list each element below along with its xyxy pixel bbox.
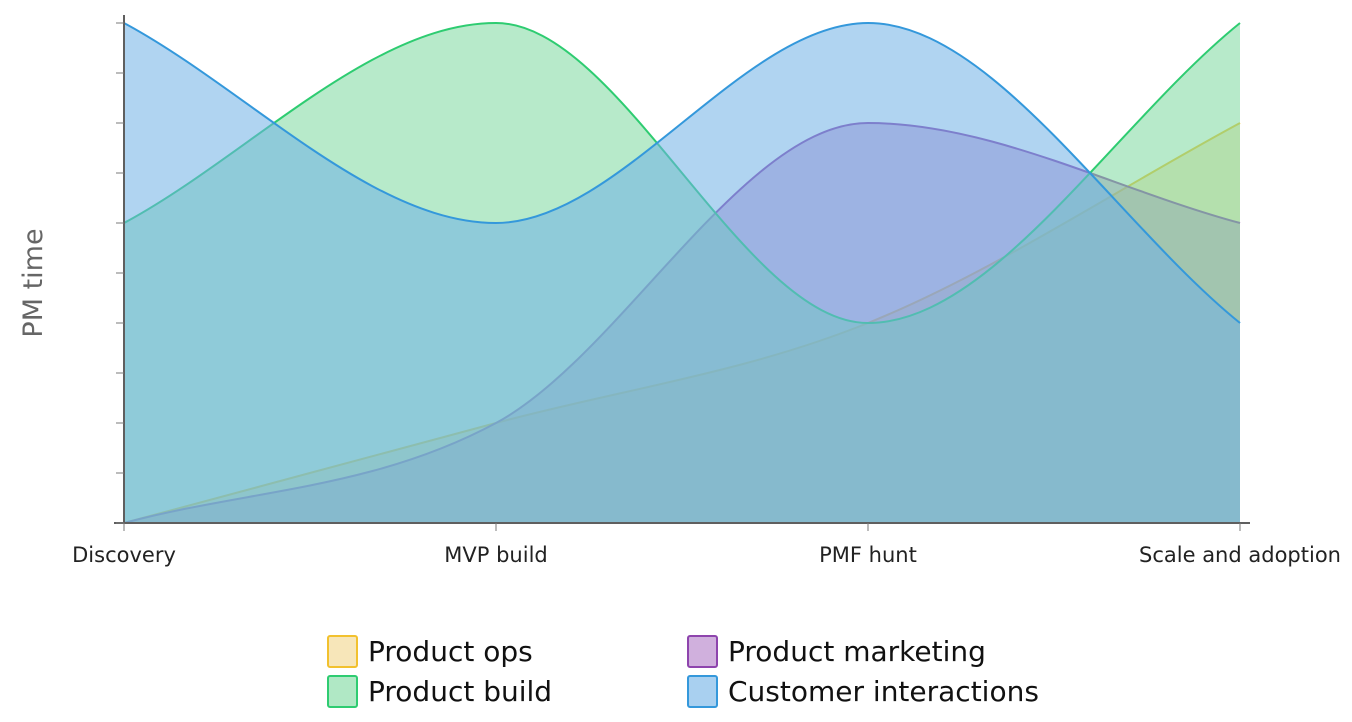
labels-layer: PM time [18, 228, 49, 337]
legend-swatch [687, 635, 718, 668]
legend-swatch [327, 675, 358, 708]
x-tick-label: PMF hunt [819, 543, 917, 567]
legend-item-product-ops: Product ops [327, 635, 533, 668]
area-customer-interactions [124, 23, 1240, 523]
x-tick-label: Discovery [72, 543, 176, 567]
legend: Product ops Product marketing Product buil… [327, 635, 1039, 708]
legend-label: Product build [368, 675, 552, 708]
legend-swatch [687, 675, 718, 708]
series-layer [123, 21, 1241, 524]
axes-layer: Discovery MVP build PMF hunt Scale and adop… [72, 15, 1341, 567]
series-customer-interactions [123, 21, 1241, 523]
y-axis-label: PM time [18, 228, 49, 337]
legend-swatch [327, 635, 358, 668]
x-tick-label: MVP build [444, 543, 547, 567]
legend-label: Product ops [368, 635, 533, 668]
legend-item-product-marketing: Product marketing [687, 635, 986, 668]
x-tick-label: Scale and adoption [1139, 543, 1341, 567]
legend-label: Product marketing [728, 635, 986, 668]
legend-item-customer-interactions: Customer interactions [687, 675, 1039, 708]
line-customer-interactions [123, 21, 1241, 324]
legend-item-product-build: Product build [327, 675, 552, 708]
legend-label: Customer interactions [728, 675, 1039, 708]
